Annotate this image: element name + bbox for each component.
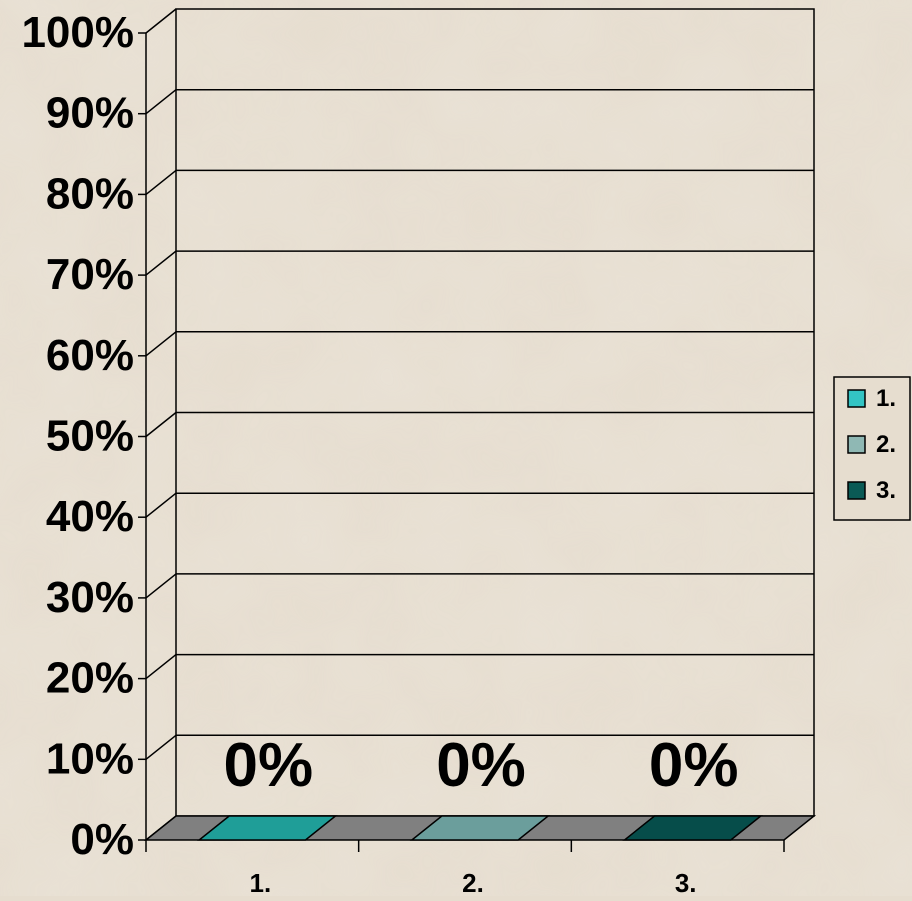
data-label: 0% [649, 731, 739, 800]
axes [138, 32, 785, 852]
side-wall-line [145, 654, 177, 680]
side-wall-line [145, 331, 177, 357]
data-label: 0% [224, 731, 314, 800]
legend: 1. 2. 3. [833, 376, 911, 521]
data-label: 0% [436, 731, 526, 800]
side-wall-line [145, 250, 177, 276]
side-wall-line [145, 492, 177, 518]
y-tick-label: 70% [46, 250, 134, 299]
x-tick-label: 3. [675, 868, 697, 896]
legend-swatch [847, 481, 866, 500]
gridlines [145, 8, 815, 841]
side-wall-line [145, 8, 177, 34]
side-wall-line [145, 734, 177, 760]
x-tick-label: 2. [462, 868, 484, 896]
legend-swatch [847, 435, 866, 454]
y-tick-label: 40% [46, 492, 134, 541]
y-tick-label: 80% [46, 169, 134, 218]
side-wall-line [145, 169, 177, 195]
y-tick-label: 0% [70, 815, 134, 864]
side-wall-line [145, 573, 177, 599]
bar [409, 815, 551, 841]
y-tick-label: 90% [46, 89, 134, 138]
y-tick-labels: 0% 10% 20% 30% 40% 50% 60% 70% 80% 90% 100% [21, 8, 134, 864]
side-wall-line [145, 411, 177, 438]
y-tick-label: 30% [46, 573, 134, 622]
y-tick-label: 60% [46, 331, 134, 380]
y-tick-label: 20% [46, 654, 134, 703]
side-wall-line [145, 89, 177, 115]
legend-label: 2. [876, 431, 896, 458]
legend-label: 1. [876, 385, 896, 412]
y-tick-label: 10% [46, 734, 134, 783]
bar [197, 815, 338, 841]
legend-box [833, 376, 911, 521]
legend-swatch [847, 389, 866, 408]
x-tick-label: 1. [249, 868, 271, 896]
y-tick-label: 100% [21, 8, 134, 57]
legend-label: 3. [876, 477, 896, 504]
floor [143, 815, 817, 841]
x-tick-labels: 1. 2. 3. [249, 868, 697, 898]
y-tick-label: 50% [46, 412, 134, 461]
data-labels: 0% 0% 0% [224, 731, 739, 800]
bar [622, 815, 763, 841]
